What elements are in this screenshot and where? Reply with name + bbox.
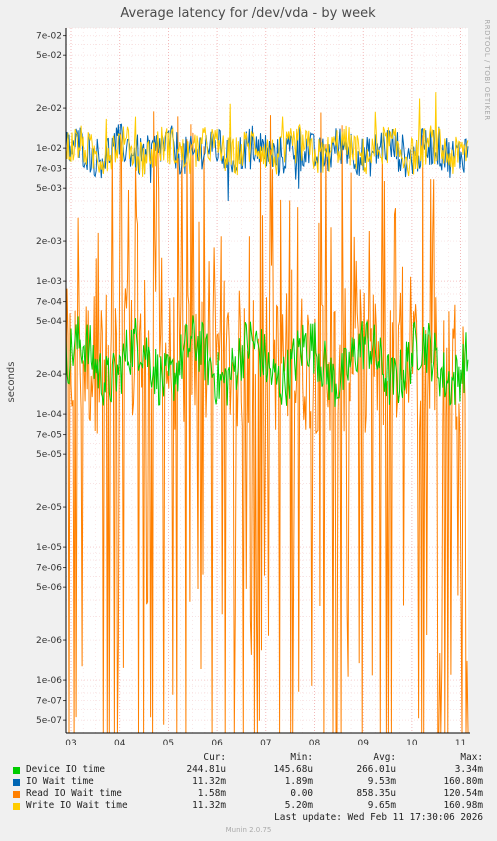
legend-header-cur: Cur: [203, 752, 226, 763]
legend-row: IO Wait time 11.32m 1.89m 9.53m 160.80m [13, 776, 493, 788]
legend-max-value: 3.34m [454, 764, 483, 775]
x-tick-label: 09 [357, 739, 369, 745]
y-tick-label: 5e-03 [36, 184, 62, 194]
legend-avg-value: 858.35u [356, 788, 396, 799]
y-tick-label: 1e-05 [36, 543, 62, 553]
legend-header-min: Min: [290, 752, 313, 763]
y-tick-labels: 7e-02 5e-02 2e-02 1e-02 7e-03 5e-03 2e-03 1e-03… [36, 32, 66, 726]
series-line-io-wait-time [65, 123, 469, 202]
series-line-read-io-wait-time [65, 111, 469, 734]
legend-min-value: 5.20m [284, 800, 313, 811]
series-line-device-io-time [65, 315, 469, 407]
y-tick-label: 7e-05 [36, 431, 62, 441]
x-tick-label: 05 [163, 739, 174, 745]
y-tick-label: 2e-02 [36, 104, 62, 114]
x-tick-label: 06 [211, 739, 223, 745]
legend-min-value: 145.68u [273, 764, 313, 775]
y-tick-label: 5e-06 [36, 583, 62, 593]
legend-series-name: Read IO Wait time [26, 788, 122, 799]
legend-cur-value: 11.32m [192, 800, 226, 811]
x-tick-label: 04 [114, 739, 126, 745]
y-tick-label: 7e-06 [36, 564, 62, 574]
chart-title: Average latency for /dev/vda - by week [120, 6, 376, 21]
legend-header-avg: Avg: [373, 752, 396, 763]
y-tick-label: 5e-02 [36, 51, 62, 61]
y-axis-label: seconds [6, 362, 17, 403]
legend-series-name: IO Wait time [26, 776, 94, 787]
last-update: Last update: Wed Feb 11 17:30:06 2026 [274, 812, 483, 823]
y-tick-label: 1e-03 [36, 277, 62, 287]
legend-row: Write IO Wait time 11.32m 5.20m 9.65m 16… [13, 800, 493, 812]
series-lines [65, 92, 469, 734]
legend-avg-value: 266.01u [356, 764, 396, 775]
y-tick-label: 1e-04 [36, 410, 62, 420]
legend-avg-value: 9.53m [367, 776, 396, 787]
y-tick-label: 1e-02 [36, 144, 62, 154]
x-tick-labels: 03 04 05 06 07 08 09 10 11 [65, 739, 466, 745]
legend-cur-value: 11.32m [192, 776, 226, 787]
legend-swatch [13, 778, 20, 786]
legend-swatch [13, 802, 20, 810]
x-tick-label: 11 [455, 739, 466, 745]
legend-avg-value: 9.65m [367, 800, 396, 811]
y-tick-label: 7e-02 [36, 32, 62, 42]
legend-row: Device IO time 244.81u 145.68u 266.01u 3… [13, 764, 493, 776]
legend-min-value: 0.00 [290, 788, 313, 799]
y-tick-label: 7e-04 [36, 298, 62, 308]
x-tick-label: 08 [309, 739, 321, 745]
latency-chart: 7e-02 5e-02 2e-02 1e-02 7e-03 5e-03 2e-03 1e-03… [6, 6, 491, 745]
legend-cur-value: 244.81u [186, 764, 226, 775]
rrdtool-watermark: RRDTOOL / TOBI OETIKER [483, 19, 491, 120]
legend-row: Read IO Wait time 1.58m 0.00 858.35u 120… [13, 788, 493, 800]
legend-header: Cur: Min: Avg: Max: [13, 752, 493, 764]
x-tick-label: 07 [260, 739, 271, 745]
y-tick-label: 5e-07 [36, 716, 62, 726]
legend-series-name: Write IO Wait time [26, 800, 128, 811]
y-tick-label: 7e-03 [36, 165, 62, 175]
legend-min-value: 1.89m [284, 776, 313, 787]
x-tick-label: 03 [65, 739, 76, 745]
y-tick-label: 2e-05 [36, 503, 62, 513]
series-line-write-io-wait-time [65, 92, 469, 177]
legend: Cur: Min: Avg: Max: Device IO time 244.8… [13, 752, 493, 812]
legend-max-value: 160.98m [443, 800, 483, 811]
x-tick-label: 10 [406, 739, 418, 745]
legend-swatch [13, 790, 20, 798]
y-tick-label: 5e-05 [36, 450, 62, 460]
legend-swatch [13, 766, 20, 774]
y-tick-label: 7e-07 [36, 697, 62, 707]
legend-cur-value: 1.58m [197, 788, 226, 799]
legend-max-value: 160.80m [443, 776, 483, 787]
legend-series-name: Device IO time [26, 764, 106, 775]
munin-version: Munin 2.0.75 [225, 826, 272, 834]
y-tick-label: 1e-06 [36, 676, 62, 686]
y-tick-label: 2e-04 [36, 370, 62, 380]
y-tick-label: 2e-06 [36, 636, 62, 646]
y-tick-label: 2e-03 [36, 237, 62, 247]
y-tick-label: 5e-04 [36, 317, 62, 327]
legend-max-value: 120.54m [443, 788, 483, 799]
legend-header-max: Max: [460, 752, 483, 763]
